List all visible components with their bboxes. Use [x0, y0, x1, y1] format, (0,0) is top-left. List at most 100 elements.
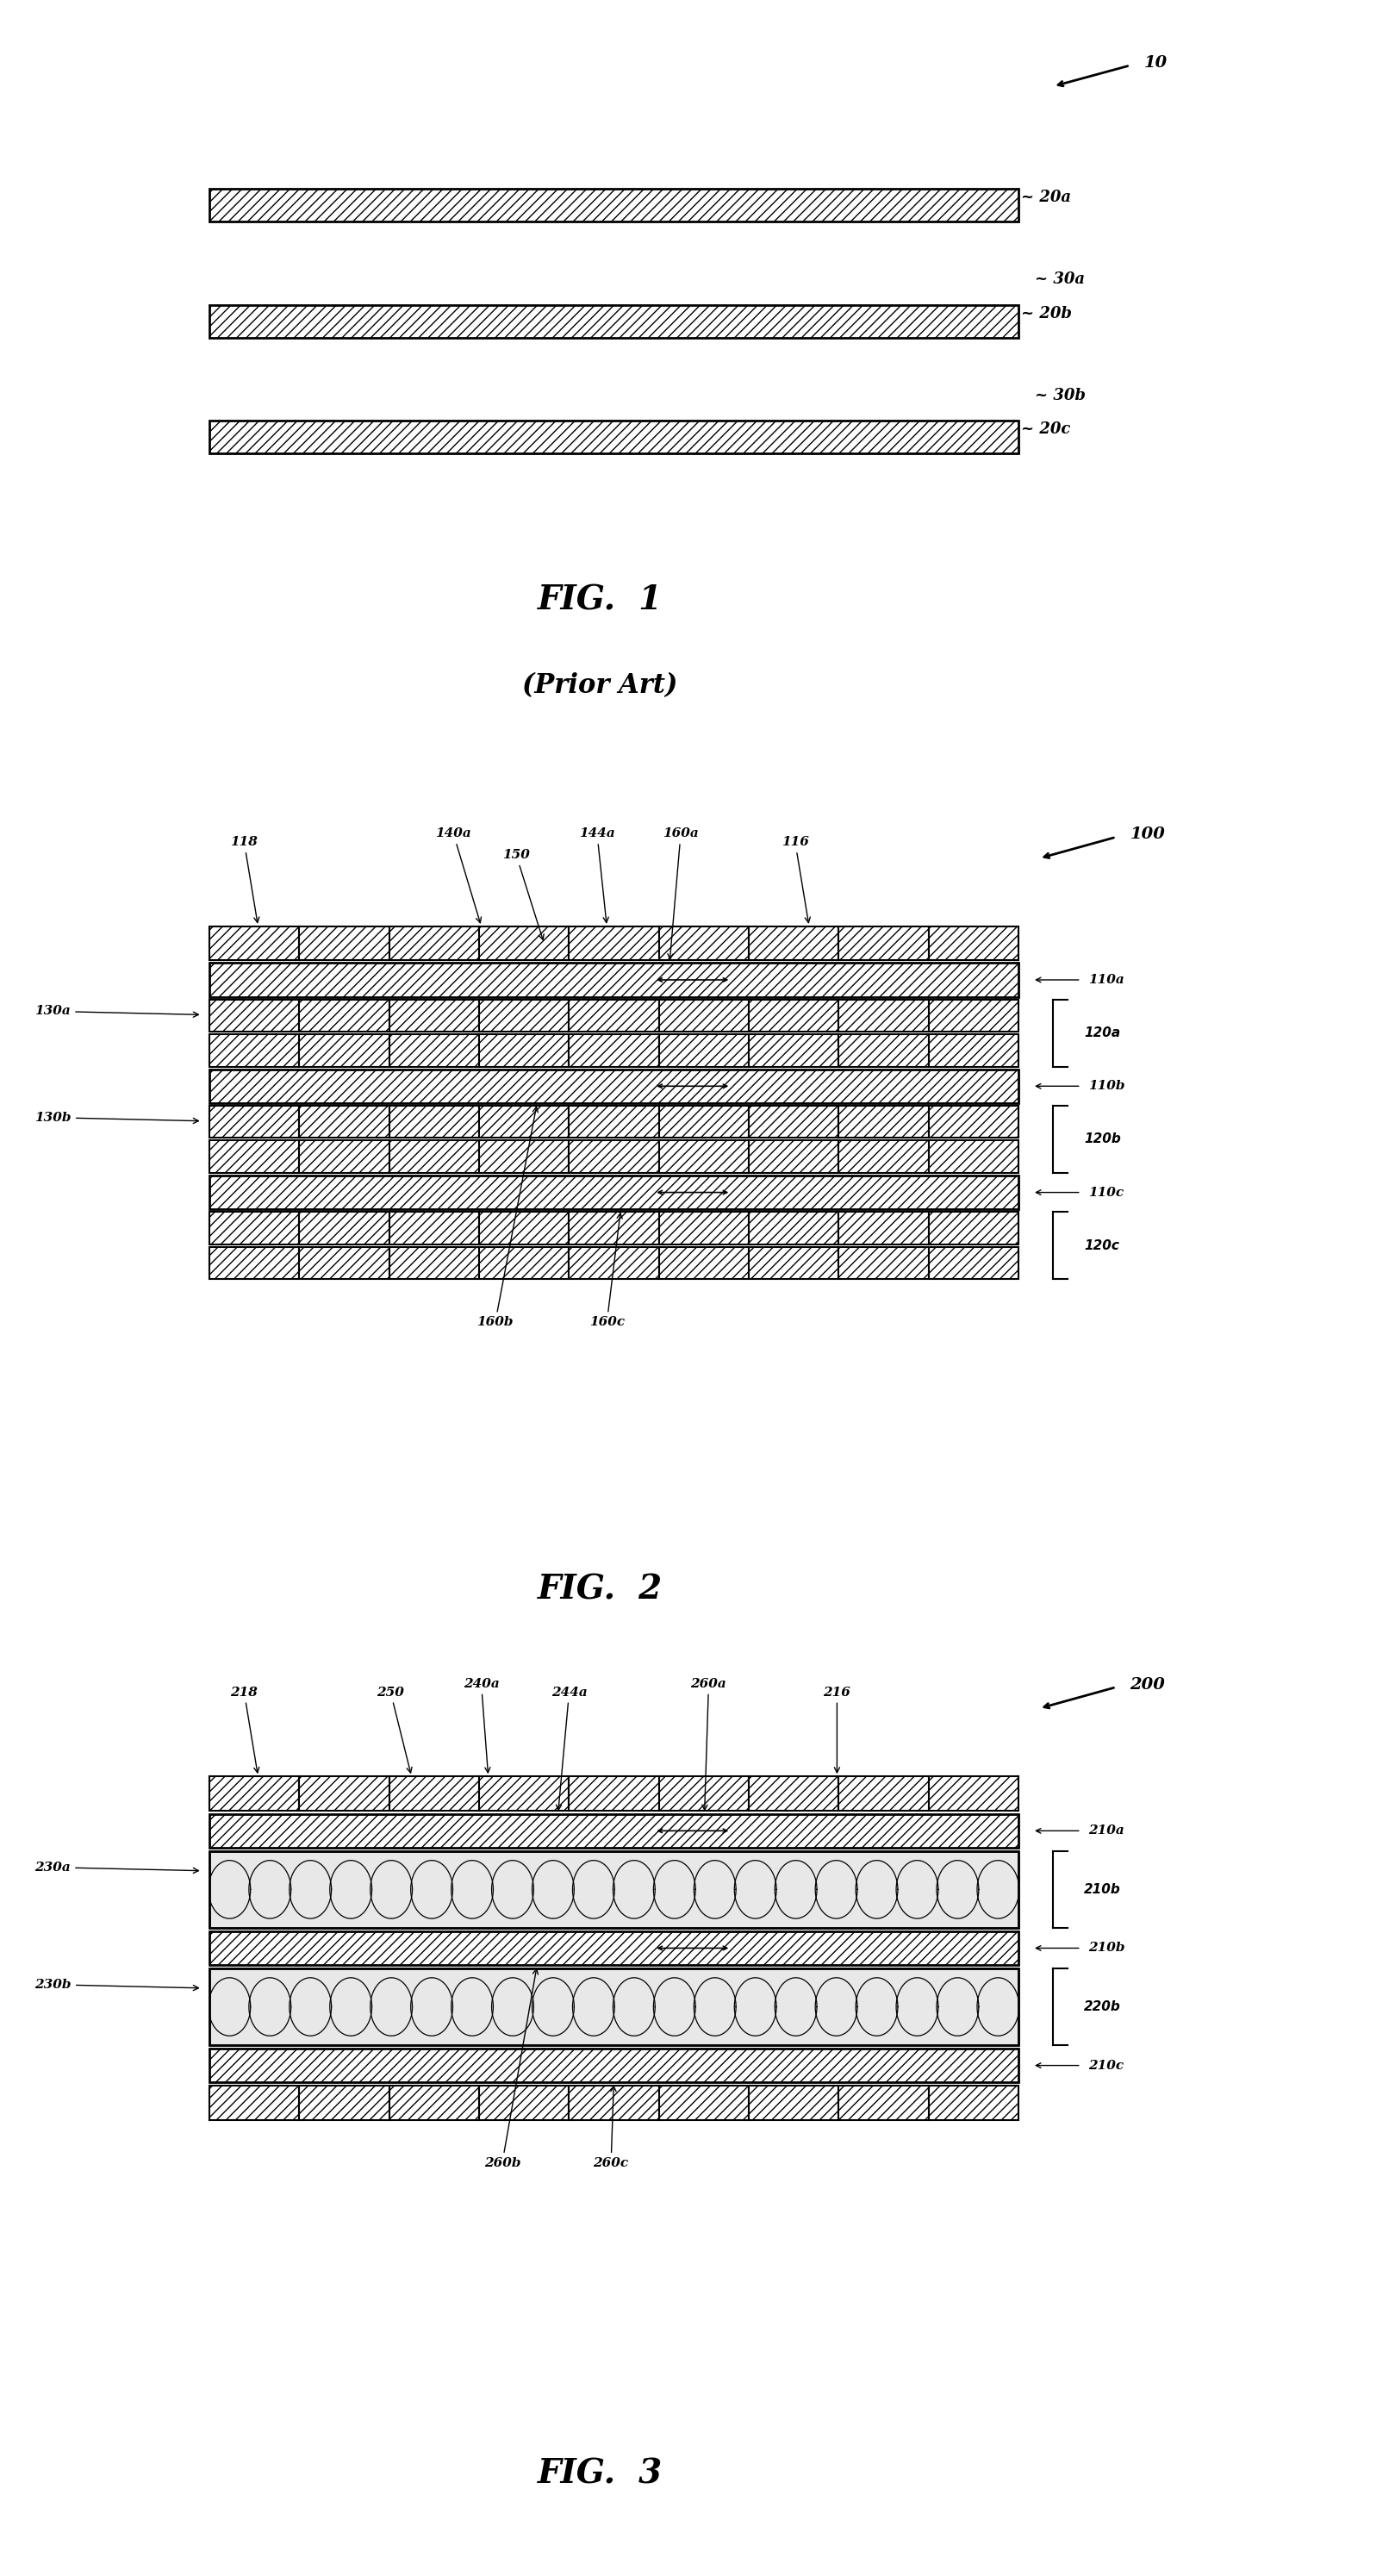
Text: 210b: 210b — [1088, 1942, 1124, 1955]
Bar — [658, 927, 749, 961]
Bar — [389, 1247, 478, 1280]
Bar — [299, 1211, 389, 1244]
Text: 230a: 230a — [35, 1862, 198, 1873]
Text: 160b: 160b — [477, 1108, 538, 1329]
Bar — [389, 1141, 478, 1172]
Text: 210a: 210a — [1088, 1824, 1124, 1837]
Text: 144a: 144a — [579, 827, 615, 922]
Text: 260b: 260b — [484, 1968, 538, 2169]
Bar — [209, 1247, 299, 1280]
Bar — [209, 927, 299, 961]
Bar — [658, 2087, 749, 2120]
Text: 250: 250 — [377, 1687, 412, 1772]
Text: ~ 30b: ~ 30b — [1035, 386, 1085, 404]
Bar — [929, 1777, 1018, 1811]
Text: 218: 218 — [230, 1687, 259, 1772]
Bar — [478, 999, 569, 1033]
Bar — [658, 1777, 749, 1811]
Bar — [749, 999, 838, 1033]
Text: 110b: 110b — [1088, 1079, 1124, 1092]
Bar — [299, 927, 389, 961]
Bar — [389, 1036, 478, 1066]
Bar — [478, 1036, 569, 1066]
Text: (Prior Art): (Prior Art) — [522, 672, 678, 698]
Bar — [838, 1777, 929, 1811]
Bar — [478, 1211, 569, 1244]
Bar — [569, 1211, 658, 1244]
Bar — [569, 1247, 658, 1280]
Bar — [569, 1036, 658, 1066]
Text: 200: 200 — [1130, 1677, 1165, 1692]
Bar — [929, 2087, 1018, 2120]
Text: 110c: 110c — [1088, 1188, 1123, 1198]
Bar — [299, 1777, 389, 1811]
Bar — [569, 2087, 658, 2120]
Text: 10: 10 — [1144, 54, 1168, 72]
Bar — [749, 1105, 838, 1139]
Bar — [299, 1105, 389, 1139]
Bar — [209, 2048, 1018, 2081]
Bar — [838, 1141, 929, 1172]
Bar — [209, 1932, 1018, 1965]
Text: 244a: 244a — [551, 1687, 587, 1811]
Text: 210c: 210c — [1088, 2058, 1123, 2071]
Text: 120a: 120a — [1084, 1028, 1120, 1041]
Bar — [929, 927, 1018, 961]
Text: ~ 20b: ~ 20b — [1021, 307, 1071, 322]
Bar — [569, 1777, 658, 1811]
Text: 216: 216 — [823, 1687, 851, 1772]
Bar — [299, 2087, 389, 2120]
Text: 240a: 240a — [463, 1677, 499, 1772]
Bar — [929, 1211, 1018, 1244]
Bar — [838, 2087, 929, 2120]
Bar — [209, 1852, 1018, 1927]
Bar — [209, 1069, 1018, 1103]
Bar — [838, 1105, 929, 1139]
Bar — [929, 1105, 1018, 1139]
Text: 260a: 260a — [691, 1677, 727, 1811]
Text: ~ 20a: ~ 20a — [1021, 191, 1071, 206]
Bar — [209, 999, 299, 1033]
Bar — [569, 1141, 658, 1172]
Bar — [838, 1211, 929, 1244]
Text: FIG.  1: FIG. 1 — [537, 585, 663, 616]
Bar — [209, 188, 1018, 222]
Bar — [209, 2087, 299, 2120]
Bar — [658, 1105, 749, 1139]
Bar — [838, 927, 929, 961]
Bar — [478, 1247, 569, 1280]
Bar — [389, 2087, 478, 2120]
Bar — [838, 1036, 929, 1066]
Bar — [929, 1036, 1018, 1066]
Bar — [209, 1175, 1018, 1208]
Bar — [209, 1211, 299, 1244]
Text: 160c: 160c — [589, 1213, 625, 1329]
Bar — [299, 1247, 389, 1280]
Bar — [749, 1777, 838, 1811]
Bar — [478, 1777, 569, 1811]
Bar — [569, 999, 658, 1033]
Bar — [299, 1141, 389, 1172]
Text: 210b: 210b — [1084, 1883, 1120, 1896]
Bar — [929, 999, 1018, 1033]
Bar — [389, 1777, 478, 1811]
Text: 110a: 110a — [1088, 974, 1124, 987]
Bar — [658, 1036, 749, 1066]
Bar — [929, 1141, 1018, 1172]
Bar — [209, 1141, 299, 1172]
Text: FIG.  2: FIG. 2 — [537, 1574, 663, 1605]
Bar — [749, 2087, 838, 2120]
Text: 230b: 230b — [35, 1978, 198, 1991]
Text: 100: 100 — [1130, 827, 1165, 842]
Bar — [749, 1211, 838, 1244]
Bar — [389, 999, 478, 1033]
Text: 116: 116 — [781, 837, 810, 922]
Text: 130a: 130a — [35, 1005, 198, 1018]
Bar — [389, 927, 478, 961]
Text: 150: 150 — [502, 850, 544, 940]
Bar — [749, 1247, 838, 1280]
Bar — [209, 1968, 1018, 2045]
Bar — [838, 1247, 929, 1280]
Bar — [749, 1141, 838, 1172]
Bar — [658, 1141, 749, 1172]
